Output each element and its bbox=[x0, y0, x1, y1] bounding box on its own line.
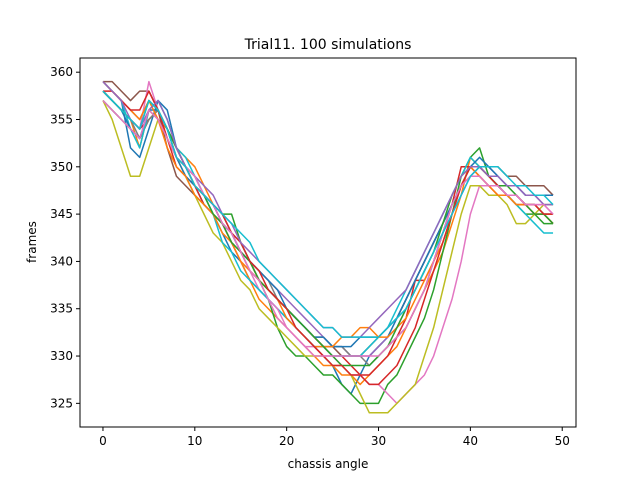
x-tick-label: 50 bbox=[555, 434, 570, 448]
y-tick-label: 330 bbox=[50, 349, 73, 363]
x-tick-label: 10 bbox=[187, 434, 202, 448]
x-tick-label: 30 bbox=[371, 434, 386, 448]
x-tick-label: 0 bbox=[99, 434, 107, 448]
series-line-12 bbox=[102, 81, 554, 348]
y-axis: 325 330 335 340 345 350 355 360 bbox=[50, 65, 80, 410]
y-tick-label: 345 bbox=[50, 207, 73, 221]
y-tick-label: 355 bbox=[50, 113, 73, 127]
y-tick-label: 335 bbox=[50, 302, 73, 316]
y-tick-label: 350 bbox=[50, 160, 73, 174]
series-layer bbox=[102, 80, 554, 414]
y-tick-label: 325 bbox=[50, 396, 73, 410]
y-tick-label: 360 bbox=[50, 65, 73, 79]
plot-frame bbox=[79, 57, 577, 428]
x-axis-label: chassis angle bbox=[288, 457, 369, 471]
chart-title: Trial11. 100 simulations bbox=[244, 37, 412, 53]
y-tick-label: 340 bbox=[50, 254, 73, 268]
series-line-11 bbox=[102, 90, 554, 348]
x-axis: 0 10 20 30 40 50 bbox=[99, 427, 570, 448]
x-tick-label: 20 bbox=[279, 434, 294, 448]
x-tick-label: 40 bbox=[463, 434, 478, 448]
series-line-17 bbox=[102, 90, 554, 338]
y-axis-label: frames bbox=[25, 221, 39, 263]
